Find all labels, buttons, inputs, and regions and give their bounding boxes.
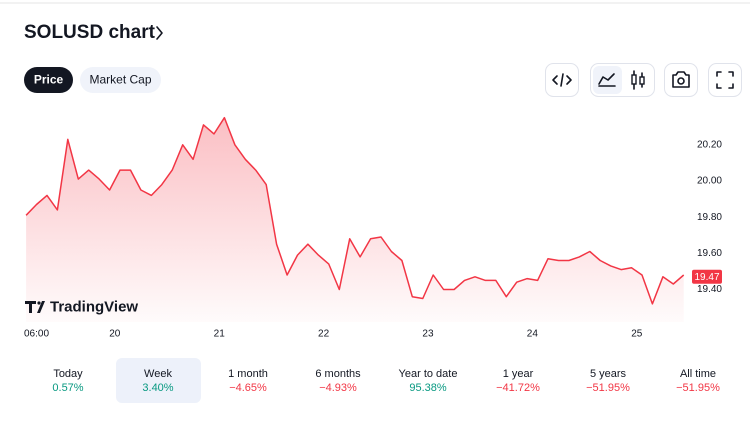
period-change[interactable]: 0.57%: [52, 382, 83, 394]
x-tick-label: 06:00: [24, 329, 49, 340]
price-line: [25, 116, 685, 305]
period-label[interactable]: Year to date: [399, 368, 458, 380]
tab-label[interactable]: Market Cap: [89, 73, 151, 87]
y-tick-label: 19.40: [697, 284, 722, 295]
last-value-label: 19.47: [694, 272, 719, 283]
plot-area: 19.40 19.60 19.80 20.00 20.20 06:00 20 21 22 23 24…: [24, 116, 722, 340]
fullscreen-icon: [716, 71, 734, 89]
candle-style-button[interactable]: [624, 66, 652, 94]
period-change[interactable]: −4.65%: [229, 382, 267, 394]
candle-body: [631, 74, 637, 85]
period-change[interactable]: −41.72%: [496, 382, 540, 394]
embed-icon: [552, 73, 572, 87]
watermark-text: TradingView: [50, 298, 138, 315]
camera-lens: [677, 77, 685, 85]
period-change[interactable]: −51.95%: [676, 382, 720, 394]
toolbar: [545, 63, 742, 97]
fullscreen-button[interactable]: [708, 63, 742, 97]
tab-price[interactable]: [24, 67, 73, 93]
period-row: Today 0.57% Week 3.40% 1 month −4.65% 6 months…: [52, 368, 720, 394]
title-chevron: [156, 26, 163, 40]
page-title[interactable]: SOLUSD chart: [24, 22, 156, 43]
period-label[interactable]: 1 year: [503, 368, 534, 380]
x-tick-label: 25: [631, 329, 643, 340]
x-tick-label: 24: [527, 329, 539, 340]
camera-icon: [672, 71, 690, 88]
candle-body: [639, 76, 645, 85]
header[interactable]: SOLUSD chart: [24, 22, 163, 43]
period-label[interactable]: 6 months: [315, 368, 361, 380]
period-label[interactable]: 1 month: [228, 368, 268, 380]
tab-label[interactable]: Price: [34, 73, 64, 87]
x-tick-label: 22: [318, 329, 330, 340]
period-label[interactable]: Today: [53, 368, 83, 380]
tv-logo-dot: [37, 301, 41, 305]
period-label[interactable]: All time: [680, 368, 716, 380]
tab-market-cap[interactable]: [80, 67, 161, 93]
watermark: TradingView: [25, 298, 138, 315]
snapshot-button[interactable]: [664, 63, 698, 97]
period-change[interactable]: −51.95%: [586, 382, 630, 394]
selected-period-bg: [116, 358, 201, 403]
y-tick-label: 19.80: [697, 212, 722, 223]
period-change[interactable]: 95.38%: [409, 382, 447, 394]
tv-logo: [25, 301, 45, 313]
y-tick-label: 20.00: [697, 176, 722, 187]
x-tick-label: 21: [214, 329, 226, 340]
period-change[interactable]: −4.93%: [319, 382, 357, 394]
period-label[interactable]: 5 years: [590, 368, 627, 380]
x-tick-label: 20: [109, 329, 121, 340]
period-label[interactable]: Week: [144, 368, 172, 380]
y-tick-label: 20.20: [697, 139, 722, 150]
x-tick-label: 23: [422, 329, 434, 340]
line-style-icon: [598, 73, 616, 87]
period-change[interactable]: 3.40%: [142, 382, 173, 394]
last-value-box: [692, 269, 722, 284]
area: [26, 117, 684, 322]
y-tick-label: 19.60: [697, 248, 722, 259]
